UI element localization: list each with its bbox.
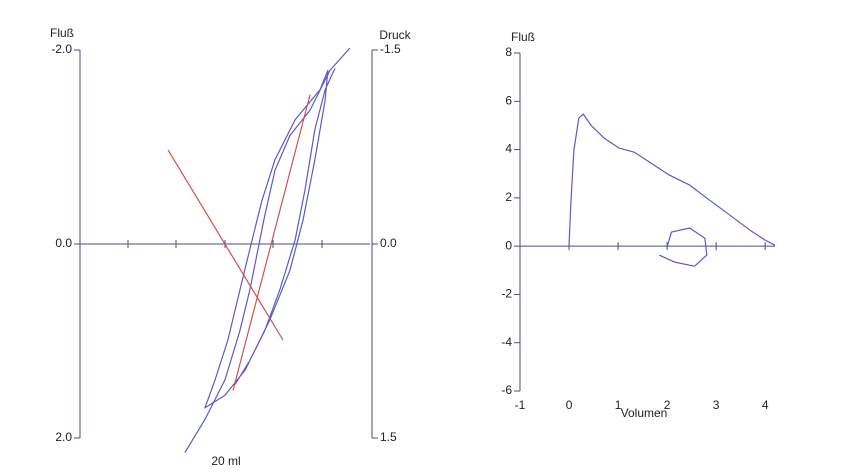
curve: [167, 149, 284, 341]
y-tick-label: -6: [501, 383, 512, 397]
x-tick-label: 3: [713, 398, 720, 412]
y-tick-label: 6: [505, 93, 512, 107]
y-tick-label: 4: [505, 142, 512, 156]
y-tick-label: 0: [505, 238, 512, 252]
y2-tick-label: -1.5: [380, 42, 401, 56]
curve: [232, 94, 311, 391]
y-tick-label: 8: [505, 45, 512, 59]
y2-tick-label: 1.5: [380, 430, 397, 444]
y2-axis-title: Druck: [379, 28, 411, 42]
y-tick-label: -2: [501, 287, 512, 301]
y-axis-title: Fluß: [50, 26, 74, 40]
x-tick-label: -1: [515, 398, 526, 412]
x-tick-label: 1: [615, 398, 622, 412]
curve: [659, 227, 708, 267]
x-tick-label: 2: [664, 398, 671, 412]
curve: [184, 47, 351, 453]
x-tick-label: 4: [762, 398, 769, 412]
x-axis-title: 20 ml: [211, 454, 240, 468]
x-axis-title: Volumen: [621, 406, 668, 420]
x-tick-label: 0: [566, 398, 573, 412]
y-tick-label: 2: [505, 190, 512, 204]
y-tick-label: -4: [501, 335, 512, 349]
y-axis-title: Fluß: [511, 30, 535, 44]
y-tick-label: 2.0: [55, 430, 72, 444]
curve: [204, 68, 336, 409]
y-tick-label: 0.0: [55, 236, 72, 250]
y-tick-label: -2.0: [51, 42, 72, 56]
y2-tick-label: 0.0: [380, 236, 397, 250]
curve: [568, 113, 776, 247]
